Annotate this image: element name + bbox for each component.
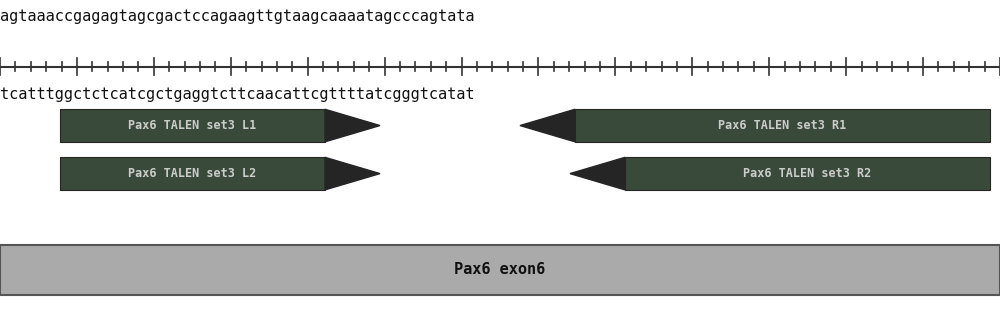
Polygon shape <box>325 157 380 190</box>
Bar <box>575 109 990 142</box>
Bar <box>625 157 990 190</box>
Text: Pax6 TALEN set3 R2: Pax6 TALEN set3 R2 <box>743 167 872 180</box>
Polygon shape <box>520 109 575 142</box>
Bar <box>60 109 325 142</box>
Polygon shape <box>570 157 625 190</box>
Text: Pax6 TALEN set3 R1: Pax6 TALEN set3 R1 <box>718 119 847 132</box>
Bar <box>60 157 325 190</box>
Text: Pax6 exon6: Pax6 exon6 <box>454 262 546 277</box>
Text: agtaaaccgagagtagcgactccagaagttgtaagcaaaatagcccagtata: agtaaaccgagagtagcgactccagaagttgtaagcaaaa… <box>0 9 475 24</box>
Bar <box>0 245 1000 294</box>
Text: Pax6 TALEN set3 L1: Pax6 TALEN set3 L1 <box>128 119 257 132</box>
Polygon shape <box>325 109 380 142</box>
Text: tcatttggctctcatcgctgaggtcttcaacattcgttttatcgggtcatat: tcatttggctctcatcgctgaggtcttcaacattcgtttt… <box>0 87 475 102</box>
Text: Pax6 TALEN set3 L2: Pax6 TALEN set3 L2 <box>128 167 257 180</box>
